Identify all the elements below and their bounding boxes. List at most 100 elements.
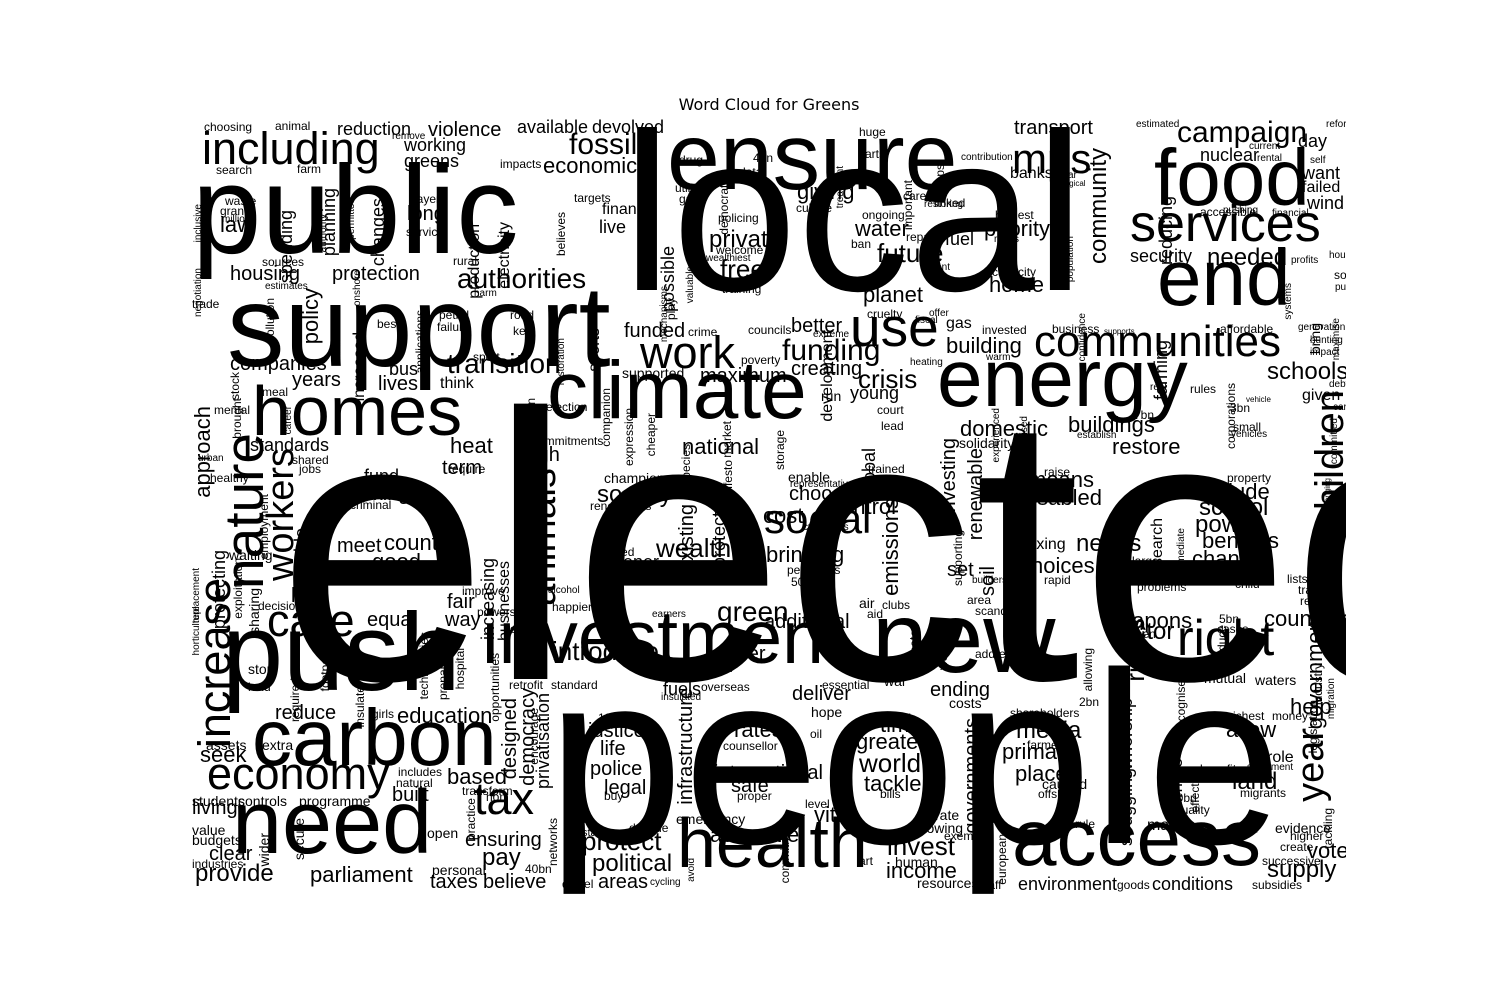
word-public: public — [192, 141, 519, 280]
word-infrastructure: infrastructure — [675, 688, 697, 805]
word-rapid: rapid — [1044, 573, 1071, 587]
word-choose: choose — [789, 483, 854, 505]
word-affordable: affordable — [1220, 322, 1274, 336]
word-work: work — [640, 327, 736, 378]
word-assets: assets — [206, 737, 247, 753]
word-safe: safe — [731, 775, 769, 797]
word-exploitation: exploitation — [231, 558, 245, 619]
word-election: election — [546, 400, 588, 414]
word-standard: standard — [551, 678, 598, 692]
word-allow: allow — [1226, 717, 1277, 742]
word-commitment: commitment — [778, 818, 792, 884]
word-alcohol: alcohol — [548, 585, 580, 596]
word-immediate: immediate — [1176, 528, 1187, 575]
word-protection: protection — [332, 263, 420, 285]
word-reduction: reduction — [337, 119, 412, 139]
word-happier: happier — [552, 600, 593, 614]
word-think: think — [440, 375, 474, 392]
word-extra: extra — [262, 737, 294, 753]
word-increasing: increasing — [478, 558, 498, 641]
word-insulate: insulate — [353, 686, 367, 728]
word-funded: funded — [624, 320, 686, 342]
word-stations: stations — [582, 827, 620, 839]
word-change: change — [1192, 546, 1265, 571]
word-evidence: evidence — [1275, 820, 1332, 836]
word-oil: oil — [810, 727, 823, 741]
word-social: social — [764, 495, 872, 542]
word-action: action — [1220, 567, 1258, 583]
word-30bn: 30bn — [1170, 791, 1197, 805]
word-fair: fair — [447, 591, 475, 613]
word-available: available — [517, 118, 589, 137]
word-generation: generation — [1298, 322, 1346, 333]
word-crisis: crisis — [858, 364, 918, 394]
word-real: real — [1150, 382, 1167, 393]
word-policy: policy — [298, 288, 323, 345]
word-sources: sources — [262, 255, 305, 269]
word-2bn: 2bn — [1079, 695, 1100, 709]
word-transform: transform — [462, 784, 513, 798]
word-control: control — [830, 494, 897, 519]
word-choosing: choosing — [204, 120, 253, 134]
word-decisions: decisions — [258, 599, 309, 613]
word-devolved: devolved — [592, 118, 665, 137]
word-species: species — [679, 444, 693, 485]
word-vital: vital — [814, 802, 854, 827]
word-onshore: onshore — [352, 270, 363, 307]
word-place: place — [1015, 761, 1068, 786]
word-footpaths: footpaths — [318, 642, 332, 692]
word-equal: equal — [367, 609, 416, 631]
word-12bn: 12bn — [598, 711, 625, 725]
word-spending: spending — [276, 210, 296, 284]
word-taxing: taxing — [1023, 536, 1066, 553]
word-create: create — [1280, 840, 1314, 854]
word-travel: travel — [1298, 583, 1328, 597]
word-governments: governments — [961, 718, 983, 834]
word-decade: decade — [629, 821, 669, 835]
word-police: police — [590, 758, 643, 780]
word-debt: debt — [1329, 379, 1346, 390]
word-wind: wind — [1307, 193, 1345, 213]
word-powering: powering — [606, 567, 655, 581]
word-require: require — [448, 462, 486, 476]
word-renewables: renewables — [590, 499, 652, 513]
word-heating: heating — [910, 357, 943, 368]
word-cycleways: cycleways — [803, 522, 849, 533]
word-campaign: campaign — [1177, 118, 1308, 149]
word-dentist: dentist — [518, 538, 529, 568]
word-huge: huge — [859, 125, 886, 139]
word-car: car — [1063, 170, 1077, 181]
word-right: right — [1177, 610, 1275, 666]
word-committed: committed — [1329, 418, 1340, 465]
word-50bn: 50bn — [791, 575, 818, 589]
word-millions: millions — [222, 214, 256, 225]
word-repair: repair — [906, 230, 937, 244]
word-payers: payers — [410, 192, 447, 206]
word-air: air — [859, 595, 875, 611]
word-given: given — [1302, 387, 1341, 404]
word-ensure: ensure — [667, 118, 958, 210]
word-invest: invest — [887, 831, 955, 861]
word-giving: giving — [797, 179, 855, 204]
word-owned: owned — [599, 545, 635, 559]
word-40bn: 40bn — [525, 862, 552, 876]
word-inclusive: inclusive — [193, 204, 204, 243]
word-fund: fund — [364, 466, 400, 486]
word-best: best — [377, 317, 400, 331]
word-roads: roads — [994, 234, 1020, 245]
word-means: means — [1028, 467, 1095, 492]
word-pushing: pushing — [1223, 205, 1259, 216]
word-power: power — [1195, 511, 1261, 538]
word-programme: programme — [299, 793, 371, 809]
word-confidence: confidence — [1077, 313, 1088, 362]
word-way: way — [445, 609, 481, 631]
word-hunting: hunting — [1310, 335, 1343, 346]
word-paid: paid — [592, 535, 623, 552]
word-supports: supports — [1104, 327, 1135, 336]
word-use: use — [850, 296, 939, 358]
word-reduce: reduce — [275, 702, 337, 724]
word-life: life — [600, 738, 626, 760]
word-pupils: pupils — [1335, 282, 1346, 293]
word-councils: councils — [748, 323, 792, 337]
word-cruelty: cruelty — [867, 307, 903, 321]
